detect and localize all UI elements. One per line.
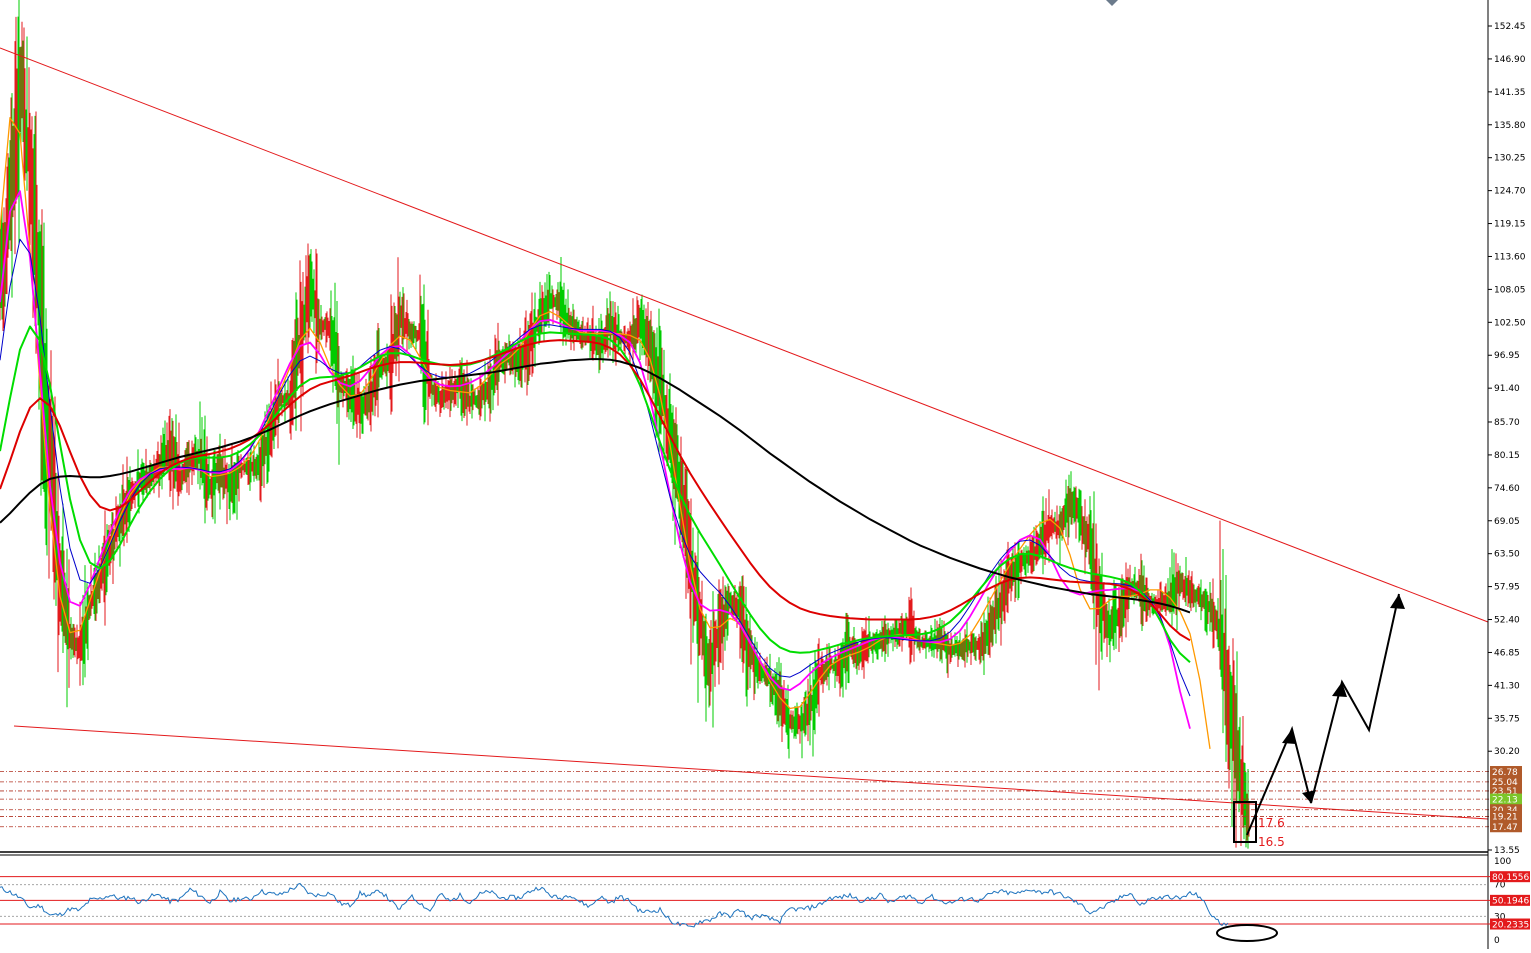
- rsi-tick-label: 100: [1494, 857, 1511, 867]
- moving-average-line: [0, 358, 1191, 614]
- y-tick-label: 146.90: [1494, 55, 1526, 65]
- projection-path: [1246, 593, 1400, 836]
- price-level-tag: [1490, 776, 1522, 788]
- y-tick-label: 30.20: [1494, 747, 1520, 757]
- y-tick-label: 46.85: [1494, 648, 1520, 658]
- y-tick-label: 152.45: [1494, 22, 1526, 32]
- rsi-level-label: 80.1556: [1492, 873, 1529, 883]
- y-tick-label: 35.75: [1494, 714, 1520, 724]
- y-tick-label: 13.55: [1494, 846, 1520, 856]
- price-level-tag: [1490, 821, 1522, 833]
- y-tick-label: 113.60: [1494, 252, 1526, 262]
- moving-average-line: [0, 325, 1191, 663]
- rsi-level-tag: [1490, 871, 1530, 883]
- rsi-level-label: 50.1946: [1492, 897, 1529, 907]
- price-level-tag: [1490, 785, 1522, 797]
- rsi-highlight-ellipse: [1216, 924, 1278, 942]
- price-level-label: 26.78: [1492, 768, 1518, 778]
- annotation-label: 16.5: [1258, 835, 1285, 849]
- y-tick-label: 41.30: [1494, 681, 1520, 691]
- y-tick-label: 57.95: [1494, 583, 1520, 593]
- y-tick-label: 108.05: [1494, 285, 1526, 295]
- price-level-tag: [1490, 804, 1522, 816]
- y-tick-label: 74.60: [1494, 484, 1520, 494]
- price-level-tag: [1490, 793, 1522, 805]
- price-level-label: 22.13: [1492, 795, 1518, 805]
- y-tick-label: 130.25: [1494, 154, 1526, 164]
- arrow-head: [1332, 682, 1347, 697]
- rsi-tick-label: 0: [1494, 936, 1500, 946]
- y-tick-label: 102.50: [1494, 318, 1526, 328]
- y-tick-label: 124.70: [1494, 187, 1526, 197]
- bottom-highlight-box: [1233, 801, 1257, 843]
- rsi-level-tag: [1490, 918, 1530, 930]
- arrow-head: [1302, 790, 1316, 803]
- rsi-tick-label: 70: [1494, 881, 1506, 891]
- lower-trendline: [13, 725, 1489, 820]
- rsi-level-tag: [1490, 894, 1530, 906]
- price-level-label: 19.21: [1492, 813, 1518, 823]
- upper-trendline: [0, 47, 1489, 623]
- price-level-label: 17.47: [1492, 823, 1518, 833]
- rsi-tick-label: 30: [1494, 912, 1506, 922]
- y-tick-label: 96.95: [1494, 351, 1520, 361]
- y-tick-label: 63.50: [1494, 550, 1520, 560]
- moving-average-line: [0, 339, 1191, 642]
- price-level-label: 25.04: [1492, 778, 1518, 788]
- y-tick-label: 52.40: [1494, 616, 1520, 626]
- y-tick-label: 69.05: [1494, 517, 1520, 527]
- arrow-head: [1390, 594, 1405, 609]
- scroll-marker-icon: [1106, 0, 1118, 6]
- price-level-tag: [1490, 810, 1522, 822]
- y-tick-label: 119.15: [1494, 220, 1526, 230]
- price-level-label: 23.51: [1492, 787, 1518, 797]
- price-level-tag: [1490, 766, 1522, 778]
- y-tick-label: 80.15: [1494, 451, 1520, 461]
- y-tick-label: 85.70: [1494, 418, 1520, 428]
- arrow-head: [1282, 729, 1296, 744]
- y-tick-label: 91.40: [1494, 384, 1520, 394]
- rsi-level-label: 20.2335: [1492, 920, 1529, 930]
- annotation-label: 17.6: [1258, 816, 1285, 830]
- y-tick-label: 135.80: [1494, 121, 1526, 131]
- rsi-line: [0, 882, 1229, 928]
- y-tick-label: 141.35: [1494, 88, 1526, 98]
